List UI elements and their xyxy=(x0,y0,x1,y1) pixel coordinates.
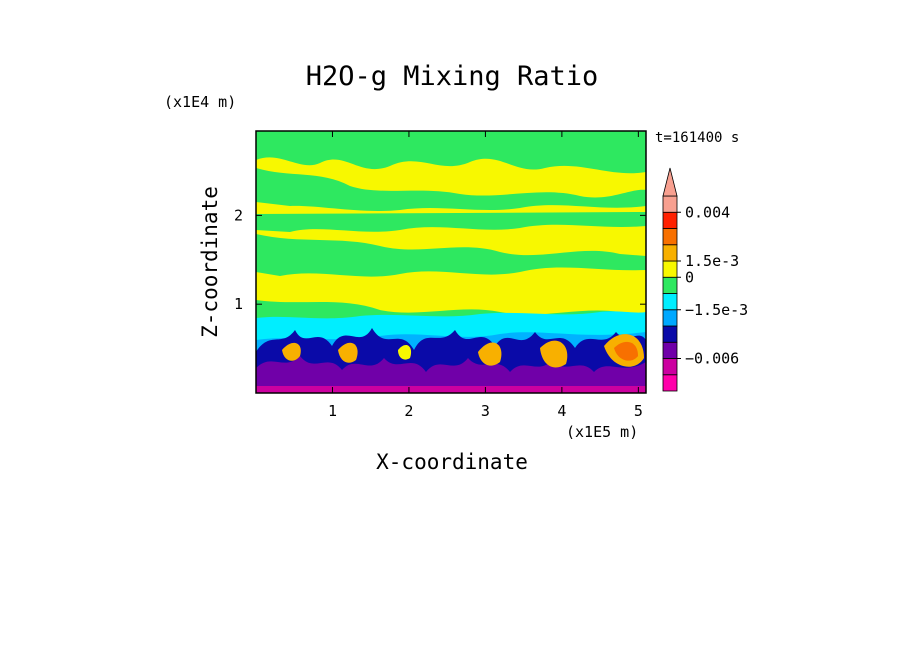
colorbar-cell xyxy=(662,211,678,229)
heatmap-field xyxy=(256,131,646,393)
orange-patch-3 xyxy=(478,342,502,366)
colorbar-cell xyxy=(662,260,678,278)
plot-frame xyxy=(255,130,647,394)
colorbar-cell xyxy=(662,228,678,246)
colorbar-cell xyxy=(662,358,678,376)
green-band-lower xyxy=(256,234,646,277)
colorbar-cell xyxy=(662,195,678,213)
colorbar-tick-label: 1.5e-3 xyxy=(685,252,739,270)
colorbar-tick-label: −1.5e-3 xyxy=(685,301,748,319)
y-axis: 12 xyxy=(234,206,646,313)
y-scale-label: (x1E4 m) xyxy=(164,93,236,111)
colorbar-tick-label: −0.006 xyxy=(685,350,739,368)
red-patch-5 xyxy=(614,341,638,361)
yellow-patch-1 xyxy=(398,344,412,360)
green-band-upper xyxy=(256,168,646,212)
green-band-mid xyxy=(256,212,646,232)
y-tick-label: 2 xyxy=(234,206,243,224)
colorbar-cell xyxy=(662,244,678,262)
x-tick-label: 4 xyxy=(557,402,566,420)
colorbar-cell xyxy=(662,293,678,311)
x-tick-label: 2 xyxy=(404,402,413,420)
green-band-top xyxy=(256,131,646,174)
x-axis-label: X-coordinate xyxy=(376,450,528,474)
magenta-surface xyxy=(256,386,646,393)
colorbar-cell xyxy=(662,341,678,359)
x-axis: 1 2 3 4 5 xyxy=(328,131,643,420)
x-tick-label: 1 xyxy=(328,402,337,420)
colorbar-tick-label: 0 xyxy=(685,268,694,286)
y-tick-label: 1 xyxy=(234,295,243,313)
x-tick-label: 3 xyxy=(481,402,490,420)
x-tick-label: 5 xyxy=(634,402,643,420)
y-axis-label: Z-coordinate xyxy=(198,186,222,338)
colorbar-cell xyxy=(662,276,678,294)
chart-title: H2O-g Mixing Ratio xyxy=(306,61,599,92)
colorbar-cell xyxy=(662,309,678,327)
colorbar-cell xyxy=(662,325,678,343)
orange-patch-2 xyxy=(338,342,358,363)
colorbar-cell xyxy=(662,374,678,392)
colorbar-extend-arrow xyxy=(662,167,678,197)
orange-patch-1 xyxy=(282,342,301,361)
colorbar: 0.004 1.5e-30 −1.5e-3 −0.006 xyxy=(662,167,748,392)
time-label: t=161400 s xyxy=(655,130,739,146)
colorbar-tick-label: 0.004 xyxy=(685,203,730,221)
x-scale-label: (x1E5 m) xyxy=(566,423,638,441)
orange-patch-4 xyxy=(540,340,568,368)
